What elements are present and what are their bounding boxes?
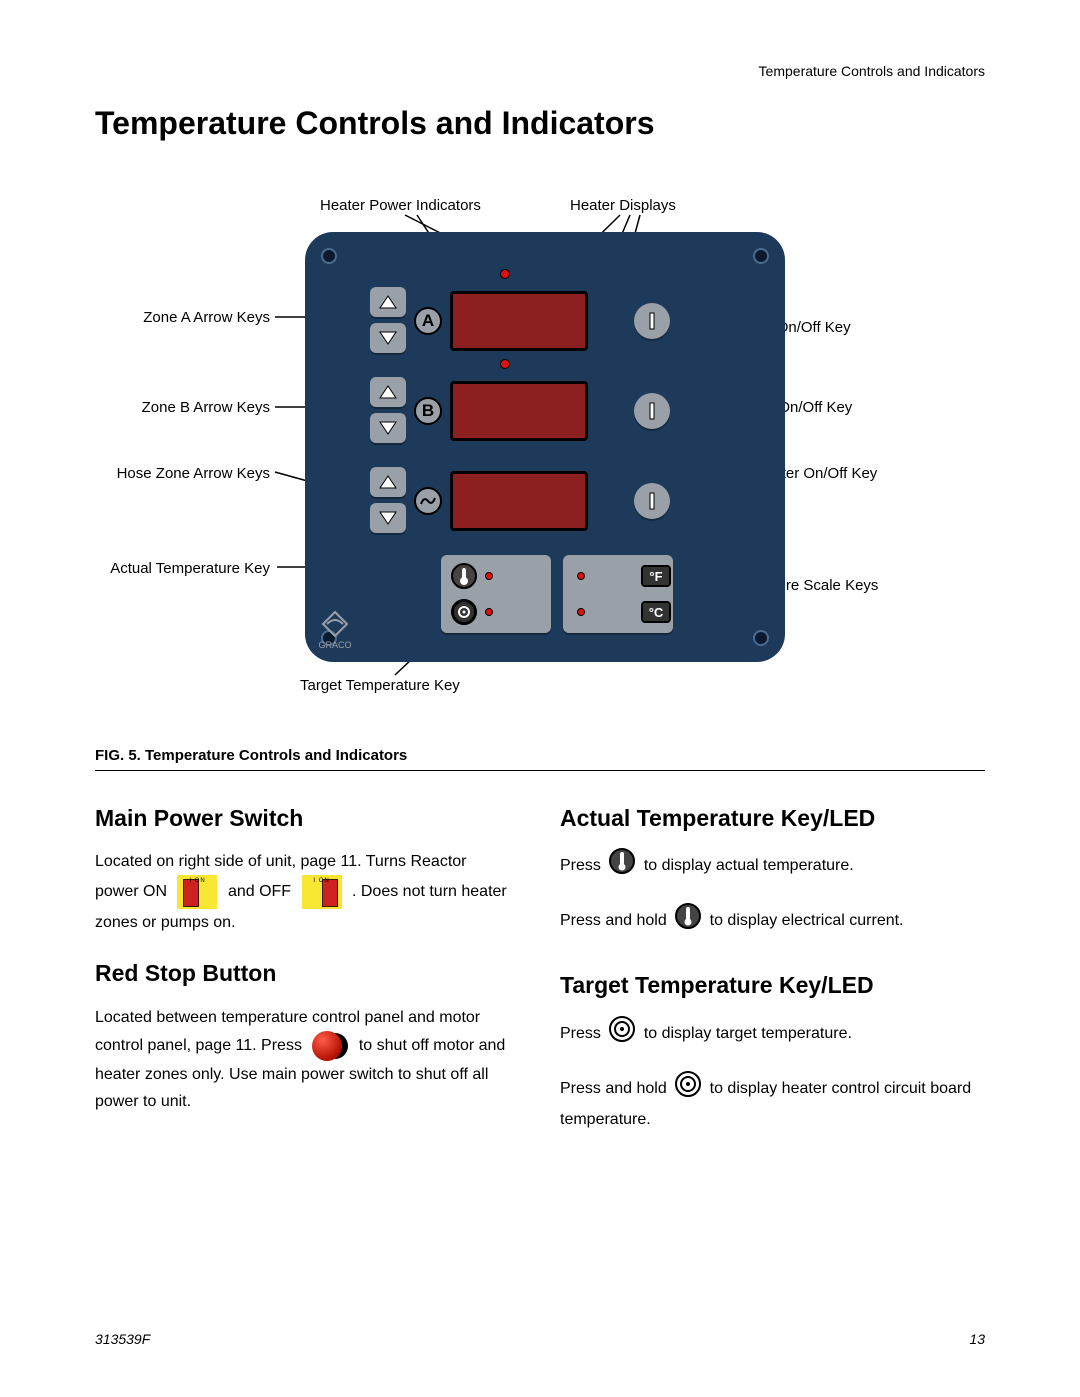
red-stop-text-1: Located between temperature control pane…: [95, 1004, 520, 1031]
f-label: °F: [649, 569, 662, 584]
target-temp-button[interactable]: [451, 599, 477, 625]
page-footer: 313539F 13: [95, 1331, 985, 1347]
hose-heater-onoff-button[interactable]: [634, 483, 670, 519]
heater-a-onoff-button[interactable]: [634, 303, 670, 339]
control-panel-diagram: Heater Power Indicators Heater Displays …: [95, 197, 985, 717]
actual-temp-heading: Actual Temperature Key/LED: [560, 799, 985, 838]
scale-panel: °F °C: [563, 555, 673, 633]
zone-b-display: [450, 381, 588, 441]
f-led-icon: [577, 572, 585, 580]
celsius-button[interactable]: °C: [641, 601, 671, 623]
main-power-text-1: Located on right side of unit, page 11. …: [95, 848, 520, 875]
c-label: °C: [649, 605, 664, 620]
zone-a-down-button[interactable]: [370, 323, 406, 353]
actual-temp-text-1: Press to display actual temperature.: [560, 848, 985, 883]
page-title: Temperature Controls and Indicators: [95, 105, 985, 142]
fahrenheit-button[interactable]: °F: [641, 565, 671, 587]
target-temp-text-2: Press and hold to display heater control…: [560, 1071, 985, 1133]
target-temp-heading: Target Temperature Key/LED: [560, 966, 985, 1005]
zone-a-up-button[interactable]: [370, 287, 406, 317]
red-stop-heading: Red Stop Button: [95, 954, 520, 993]
footer-page-number: 13: [969, 1331, 985, 1347]
left-column: Main Power Switch Located on right side …: [95, 799, 520, 1133]
thermometer-icon: [609, 848, 635, 883]
thermometer-icon: [675, 903, 701, 938]
power-off-switch-icon: [302, 875, 342, 909]
target-icon: [609, 1016, 635, 1051]
hose-up-button[interactable]: [370, 467, 406, 497]
right-column: Actual Temperature Key/LED Press to disp…: [560, 799, 985, 1133]
zone-b-down-button[interactable]: [370, 413, 406, 443]
zone-b-led-icon: [500, 359, 510, 369]
zone-b-badge: B: [414, 397, 442, 425]
zone-a-badge: A: [414, 307, 442, 335]
graco-logo-icon: GRACO: [317, 610, 353, 650]
c-led-icon: [577, 608, 585, 616]
actual-temp-led-icon: [485, 572, 493, 580]
figure-caption: FIG. 5. Temperature Controls and Indicat…: [95, 747, 985, 771]
target-temp-led-icon: [485, 608, 493, 616]
main-power-heading: Main Power Switch: [95, 799, 520, 838]
hose-badge-icon: [414, 487, 442, 515]
zone-b-up-button[interactable]: [370, 377, 406, 407]
screw-icon: [753, 248, 769, 264]
actual-temp-text-2: Press and hold to display electrical cur…: [560, 903, 985, 938]
control-panel: A B: [305, 232, 785, 662]
screw-icon: [753, 630, 769, 646]
screw-icon: [321, 248, 337, 264]
footer-doc-number: 313539F: [95, 1331, 150, 1347]
power-on-switch-icon: [177, 875, 217, 909]
hose-display: [450, 471, 588, 531]
zone-a-led-icon: [500, 269, 510, 279]
red-stop-text-2: control panel, page 11. Press to shut of…: [95, 1031, 520, 1115]
target-temp-text-1: Press to display target temperature.: [560, 1016, 985, 1051]
main-power-text-2: power ON and OFF . Does not turn heater …: [95, 875, 520, 936]
actual-temp-button[interactable]: [451, 563, 477, 589]
hose-down-button[interactable]: [370, 503, 406, 533]
temp-mode-panel: [441, 555, 551, 633]
heater-b-onoff-button[interactable]: [634, 393, 670, 429]
target-icon: [675, 1071, 701, 1106]
page-header-right: Temperature Controls and Indicators: [759, 63, 985, 79]
red-stop-button-icon: [312, 1031, 348, 1061]
body-columns: Main Power Switch Located on right side …: [95, 799, 985, 1133]
zone-a-display: [450, 291, 588, 351]
